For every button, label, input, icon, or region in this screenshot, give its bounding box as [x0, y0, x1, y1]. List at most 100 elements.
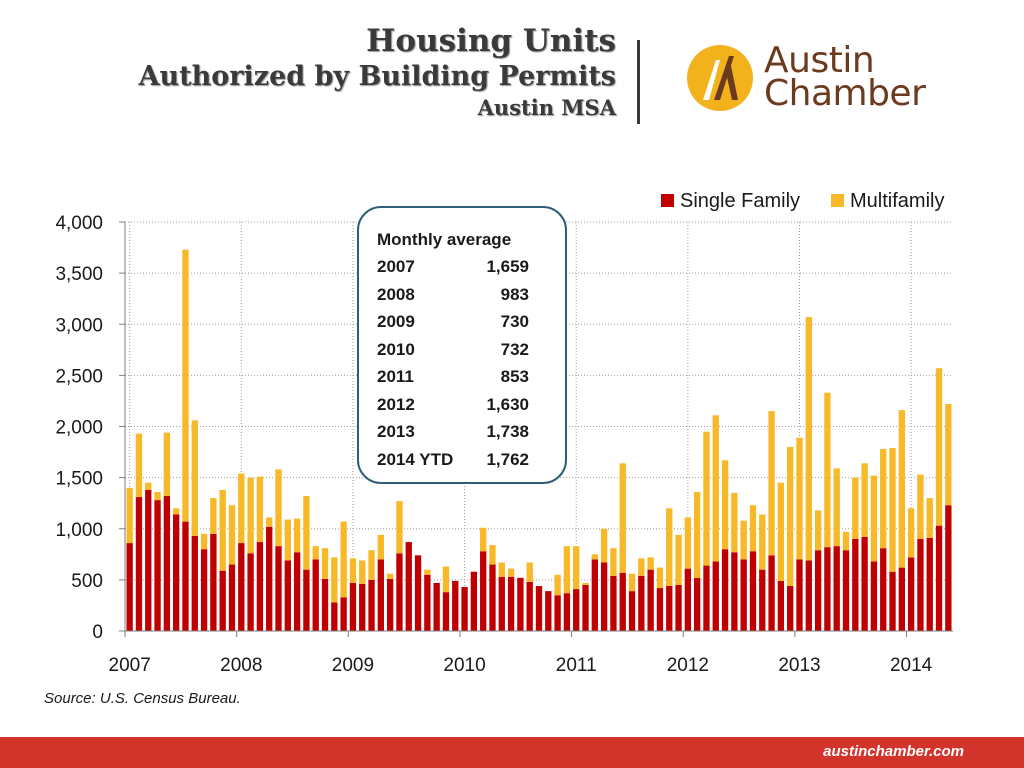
bar-single-family — [452, 580, 459, 631]
title-line-3: Austin MSA — [477, 95, 616, 120]
footer-url[interactable]: austinchamber.com — [823, 743, 964, 760]
bar-single-family — [787, 586, 794, 631]
bar-multifamily — [591, 554, 598, 560]
y-tick-label: 3,500 — [55, 264, 103, 285]
bar-multifamily — [684, 517, 692, 569]
bar-multifamily — [628, 573, 636, 592]
bar-single-family — [442, 592, 450, 631]
callout-row: 2013 1,738 — [377, 418, 565, 446]
callout-row: 2012 1,630 — [377, 391, 565, 419]
bar-multifamily — [340, 521, 347, 598]
bar-multifamily — [656, 567, 664, 589]
bar-single-family — [526, 581, 533, 631]
legend-label-single-family: Single Family — [680, 190, 800, 212]
title-block: Housing Units Authorized by Building Per… — [139, 22, 616, 122]
bar-single-family — [293, 552, 301, 631]
bar-multifamily — [173, 508, 180, 515]
y-tick-label: 2,000 — [55, 418, 103, 439]
bar-single-family — [266, 526, 273, 631]
bar-multifamily — [880, 448, 887, 549]
bar-single-family — [145, 489, 152, 631]
callout-row: 2007 1,659 — [377, 253, 565, 281]
bar-single-family — [852, 538, 859, 631]
bar-multifamily — [861, 463, 868, 537]
bar-single-family — [386, 578, 394, 631]
callout-value: 1,659 — [486, 257, 529, 276]
bar-multifamily — [135, 433, 143, 498]
bar-multifamily — [442, 566, 450, 593]
bar-single-family — [861, 536, 868, 631]
bar-single-family — [228, 564, 236, 631]
bar-multifamily — [489, 545, 496, 565]
bar-multifamily — [907, 508, 915, 558]
x-tick-label: 2011 — [556, 655, 597, 676]
logo-text: Austin Chamber — [764, 43, 926, 114]
bar-multifamily — [945, 404, 952, 506]
logo-text-line-2: Chamber — [764, 73, 926, 114]
bar-single-family — [684, 568, 692, 631]
bar-multifamily — [563, 546, 571, 594]
bar-multifamily — [898, 410, 905, 568]
callout-value: 732 — [500, 339, 529, 359]
bar-multifamily — [526, 562, 533, 582]
bar-single-family — [600, 562, 608, 631]
bar-multifamily — [284, 519, 291, 561]
bar-multifamily — [870, 475, 878, 562]
bar-multifamily — [424, 569, 431, 575]
bar-single-family — [833, 546, 840, 631]
bar-single-family — [545, 591, 552, 631]
bar-single-family — [507, 576, 515, 631]
source-note: Source: U.S. Census Bureau. — [44, 690, 241, 707]
bar-multifamily — [182, 249, 189, 522]
x-tick-label: 2009 — [332, 655, 374, 676]
y-tick-label: 2,500 — [55, 366, 103, 387]
bar-single-family — [712, 561, 719, 631]
bar-multifamily — [740, 520, 747, 560]
monthly-average-callout: Monthly average 2007 1,659 2008 983 2009 730 2… — [357, 206, 567, 484]
callout-value: 730 — [500, 312, 529, 331]
bar-single-family — [182, 521, 189, 631]
bar-multifamily — [805, 317, 812, 561]
y-tick-label: 1,000 — [55, 520, 103, 541]
bar-multifamily — [600, 528, 608, 563]
callout-value: 853 — [500, 367, 529, 386]
bar-multifamily — [693, 491, 701, 578]
bar-single-family — [340, 597, 347, 631]
bar-single-family — [359, 583, 366, 631]
bar-multifamily — [312, 546, 319, 560]
legend: Single Family Multifamily — [661, 190, 944, 212]
callout-title: Monthly average — [377, 230, 512, 249]
housing-units-chart: 0 500 1,000 1,500 2,000 2,500 3,000 3,500 4,000 2… — [55, 190, 953, 676]
bar-single-family — [173, 514, 180, 631]
footer-bar: austinchamber.com — [0, 737, 1024, 768]
bar-single-family — [703, 565, 710, 631]
bar-multifamily — [824, 392, 831, 548]
bar-multifamily — [712, 415, 719, 562]
legend-swatch-single-family — [661, 194, 674, 207]
bar-single-family — [480, 551, 487, 631]
bar-multifamily — [349, 558, 357, 583]
bar-single-family — [907, 557, 915, 631]
callout-year: 2007 — [377, 257, 415, 276]
bar-single-family — [405, 542, 412, 631]
bar-single-family — [461, 587, 468, 631]
bar-single-family — [693, 577, 701, 631]
callout-row: 2011 853 — [377, 363, 565, 391]
bar-single-family — [126, 543, 133, 631]
bar-multifamily — [321, 548, 329, 579]
callout-value: 1,762 — [486, 449, 529, 469]
bar-multifamily — [396, 501, 403, 554]
x-tick-label: 2007 — [109, 655, 151, 676]
bar-single-family — [796, 559, 803, 631]
bar-multifamily — [889, 447, 896, 572]
callout-row: 2014 YTD 1,762 — [377, 446, 565, 474]
bar-single-family — [200, 549, 208, 631]
bar-multifamily — [303, 496, 310, 570]
bar-single-family — [135, 497, 143, 631]
bar-single-family — [889, 571, 896, 631]
bar-multifamily — [507, 568, 515, 577]
bar-multifamily — [852, 477, 859, 539]
bar-multifamily — [480, 527, 487, 552]
bar-multifamily — [759, 514, 766, 570]
x-tick-label: 2008 — [220, 655, 262, 676]
